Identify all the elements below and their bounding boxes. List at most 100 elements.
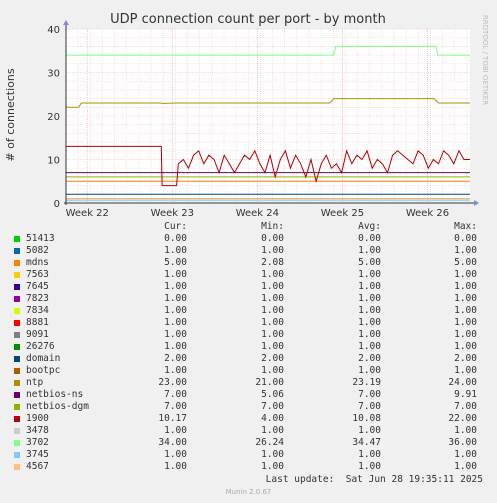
legend-swatch [14,440,20,446]
y-axis-label: # of connections [4,68,17,161]
legend-value-max: 1.00 [454,425,477,436]
rrdtool-credit: RRDTOOL / TOBI OETIKER [481,15,489,105]
legend-series-name: 8881 [26,317,49,328]
legend-value-min: 1.00 [261,365,284,376]
legend-swatch [14,332,20,338]
legend-row-netbios-dgm: netbios-dgm 7.00 7.00 7.00 7.00 [0,401,497,413]
legend-swatch [14,368,20,374]
legend-row-bootpc: bootpc 1.00 1.00 1.00 1.00 [0,365,497,377]
legend-value-max: 22.00 [448,413,477,424]
legend-value-cur: 1.00 [164,365,187,376]
legend-series-name: 5082 [26,245,49,256]
series-line-ntp [66,98,470,108]
legend-row-3745: 3745 1.00 1.00 1.00 1.00 [0,449,497,461]
legend-header-max: Max: [454,221,477,232]
legend-value-cur: 1.00 [164,245,187,256]
legend-value-avg: 10.08 [352,413,381,424]
legend-value-min: 2.00 [261,353,284,364]
legend-value-min: 26.24 [255,437,284,448]
legend-series-name: 7823 [26,293,49,304]
legend-value-avg: 1.00 [358,329,381,340]
x-axis-arrow [474,200,479,206]
legend-row-7645: 7645 1.00 1.00 1.00 1.00 [0,281,497,293]
legend-row-9091: 9091 1.00 1.00 1.00 1.00 [0,329,497,341]
x-tick-label: Week 25 [321,208,364,219]
legend-swatch [14,296,20,302]
legend-value-max: 5.00 [454,257,477,268]
legend-value-cur: 0.00 [164,233,187,244]
legend-row-4567: 4567 1.00 1.00 1.00 1.00 [0,461,497,473]
legend-row-3478: 3478 1.00 1.00 1.00 1.00 [0,425,497,437]
legend-value-min: 1.00 [261,281,284,292]
legend-series-name: netbios-ns [26,389,84,400]
legend-value-avg: 7.00 [358,401,381,412]
legend-swatch [14,392,20,398]
y-tick-label: 40 [47,25,60,36]
legend-value-min: 1.00 [261,269,284,280]
x-tick-label: Week 22 [66,208,109,219]
legend-value-max: 1.00 [454,341,477,352]
legend-series-name: 3478 [26,425,49,436]
legend-value-avg: 1.00 [358,341,381,352]
y-axis-arrow [63,20,69,25]
legend-value-min: 1.00 [261,245,284,256]
y-tick-label: 0 [54,199,60,210]
legend-value-max: 7.00 [454,401,477,412]
legend-swatch [14,344,20,350]
legend-value-min: 1.00 [261,425,284,436]
legend-header-cur: Cur: [164,221,187,232]
legend-value-max: 1.00 [454,245,477,256]
legend-row-ntp: ntp 23.00 21.00 23.19 24.00 [0,377,497,389]
legend-value-cur: 1.00 [164,461,187,472]
legend-swatch [14,380,20,386]
legend-value-cur: 1.00 [164,317,187,328]
legend-value-max: 24.00 [448,377,477,388]
legend-series-name: 7834 [26,305,49,316]
legend-row-7563: 7563 1.00 1.00 1.00 1.00 [0,269,497,281]
legend-value-avg: 0.00 [358,233,381,244]
legend-series-name: mdns [26,257,49,268]
legend-series-name: 3745 [26,449,49,460]
legend-value-cur: 1.00 [164,449,187,460]
legend-value-avg: 1.00 [358,245,381,256]
legend-series-name: 1900 [26,413,49,424]
legend-series-name: 51413 [26,233,55,244]
legend-value-cur: 7.00 [164,389,187,400]
legend-swatch [14,464,20,470]
legend-series-name: 4567 [26,461,49,472]
last-update: Last update: Sat Jun 28 19:35:11 2025 [265,474,483,485]
legend-swatch [14,248,20,254]
legend-swatch [14,308,20,314]
legend-value-avg: 1.00 [358,305,381,316]
legend-value-avg: 1.00 [358,317,381,328]
legend-value-max: 1.00 [454,461,477,472]
munin-version: Munin 2.0.67 [225,488,272,496]
legend-series-name: ntp [26,377,44,388]
legend-value-max: 36.00 [448,437,477,448]
legend-value-cur: 1.00 [164,305,187,316]
legend-swatch [14,404,20,410]
legend-value-min: 1.00 [261,305,284,316]
legend-value-avg: 1.00 [358,269,381,280]
legend-row-7834: 7834 1.00 1.00 1.00 1.00 [0,305,497,317]
chart-title: UDP connection count per port - by month [110,12,386,27]
legend-value-avg: 5.00 [358,257,381,268]
legend-value-min: 1.00 [261,317,284,328]
legend-value-min: 1.00 [261,461,284,472]
legend-row-domain: domain 2.00 2.00 2.00 2.00 [0,353,497,365]
legend-swatch [14,356,20,362]
legend-value-max: 1.00 [454,365,477,376]
legend-swatch [14,320,20,326]
legend-value-cur: 10.17 [158,413,187,424]
legend-value-avg: 1.00 [358,425,381,436]
legend-value-max: 1.00 [454,293,477,304]
legend-series-name: 26276 [26,341,55,352]
legend-swatch [14,452,20,458]
legend-row-1900: 1900 10.17 4.00 10.08 22.00 [0,413,497,425]
legend-swatch [14,260,20,266]
legend-value-min: 7.00 [261,401,284,412]
legend-value-avg: 23.19 [352,377,381,388]
legend-swatch [14,428,20,434]
legend-value-max: 1.00 [454,269,477,280]
legend-value-avg: 1.00 [358,281,381,292]
